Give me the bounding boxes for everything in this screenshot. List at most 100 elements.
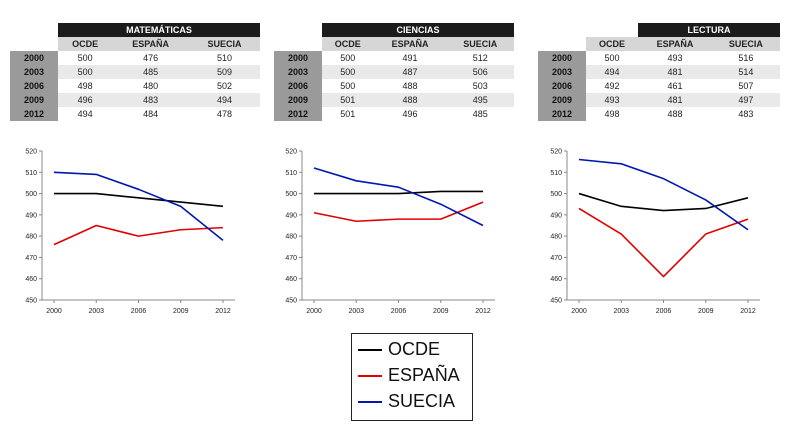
y-tick-label: 490 [25,212,37,219]
series-line-suecia [313,167,484,227]
series-line-suecia [53,171,224,242]
y-tick-label: 480 [550,234,562,241]
y-tick-label: 480 [25,234,37,241]
cell-value: 514 [711,65,780,79]
cell-value: 493 [638,51,712,65]
column-header: ESPAÑA [638,37,712,51]
column-header: SUECIA [189,37,260,51]
table-subject: CIENCIAS [322,23,514,37]
row-year: 2012 [10,107,58,121]
cell-value: 500 [586,51,639,65]
table-row: 2009 496 483 494 [10,93,260,107]
cell-value: 480 [112,79,190,93]
row-year: 2009 [538,93,586,107]
column-header: OCDE [586,37,639,51]
cell-value: 503 [446,79,514,93]
table-ciencias: CIENCIAS OCDE ESPAÑA SUECIA 2000 500 491… [274,23,514,121]
row-year: 2012 [538,107,586,121]
row-year: 2003 [10,65,58,79]
cell-value: 476 [112,51,190,65]
cell-value: 498 [586,107,639,121]
cell-value: 483 [711,107,780,121]
y-tick-label: 510 [550,170,562,177]
cell-value: 510 [189,51,260,65]
row-year: 2012 [274,107,322,121]
column-header: ESPAÑA [112,37,190,51]
cell-value: 487 [373,65,447,79]
x-tick-label: 2000 [306,308,322,315]
y-tick-label: 460 [25,276,37,283]
cell-value: 481 [638,65,712,79]
y-tick-label: 470 [550,255,562,262]
cell-value: 485 [446,107,514,121]
y-tick-label: 520 [550,149,562,156]
y-tick-label: 490 [285,212,297,219]
chart-lectura: 450 460 470 480 490 500 510 520 2000 2003 2006 2009… [550,149,760,315]
cell-value: 485 [112,65,190,79]
x-tick-label: 2003 [613,308,629,315]
column-header: SUECIA [446,37,514,51]
cell-value: 496 [373,107,447,121]
table-row: 2006 492 461 507 [538,79,780,93]
legend-swatch [358,375,382,377]
table-row: 2000 500 476 510 [10,51,260,65]
cell-value: 497 [711,93,780,107]
x-tick-label: 2009 [698,308,714,315]
cell-value: 481 [638,93,712,107]
x-tick-label: 2003 [88,308,104,315]
table-row: 2012 498 488 483 [538,107,780,121]
table-subject: LECTURA [638,23,780,37]
legend-swatch [358,401,382,403]
row-year: 2000 [10,51,58,65]
series-line-espana [578,207,749,278]
column-header: OCDE [322,37,374,51]
series-line-suecia [578,158,749,231]
row-year: 2006 [274,79,322,93]
table-lectura: LECTURA OCDE ESPAÑA SUECIA 2000 500 493 … [538,23,780,121]
x-tick-label: 2012 [215,308,231,315]
cell-value: 500 [322,65,374,79]
y-tick-label: 490 [550,212,562,219]
row-year: 2009 [274,93,322,107]
x-tick-label: 2009 [173,308,189,315]
chart-legend: OCDE ESPAÑA SUECIA [351,333,473,421]
x-tick-label: 2006 [656,308,672,315]
row-year: 2000 [538,51,586,65]
column-header: OCDE [58,37,113,51]
cell-value: 496 [58,93,113,107]
legend-label: OCDE [388,339,441,359]
table-corner [538,37,586,51]
y-tick-label: 470 [25,255,37,262]
cell-value: 506 [446,65,514,79]
series-line-ocde [314,190,483,195]
cell-value: 500 [58,65,113,79]
series-line-ocde [54,192,224,208]
table-row: 2006 498 480 502 [10,79,260,93]
cell-value: 493 [586,93,639,107]
cell-value: 488 [373,79,447,93]
x-tick-label: 2012 [475,308,491,315]
cell-value: 495 [446,93,514,107]
chart-ciencias: 450 460 470 480 490 500 510 520 2000 2003 2006 2009… [285,149,495,315]
y-tick-label: 460 [550,276,562,283]
y-tick-label: 510 [25,170,37,177]
table-corner [274,37,322,51]
cell-value: 494 [586,65,639,79]
cell-value: 500 [322,79,374,93]
cell-value: 484 [112,107,190,121]
y-tick-label: 510 [285,170,297,177]
y-tick-label: 500 [550,191,562,198]
row-year: 2003 [274,65,322,79]
table-row: 2000 500 491 512 [274,51,514,65]
cell-value: 492 [586,79,639,93]
legend-label: ESPAÑA [388,365,460,385]
table-corner [10,23,58,37]
chart-matematicas: 450 460 470 480 490 500 510 520 2000 2003 2006 2009… [25,149,235,315]
table-corner [274,23,322,37]
table-row: 2006 500 488 503 [274,79,514,93]
y-tick-label: 450 [25,298,37,305]
row-year: 2006 [10,79,58,93]
x-tick-label: 2012 [740,308,756,315]
row-year: 2000 [274,51,322,65]
y-tick-label: 520 [285,149,297,156]
